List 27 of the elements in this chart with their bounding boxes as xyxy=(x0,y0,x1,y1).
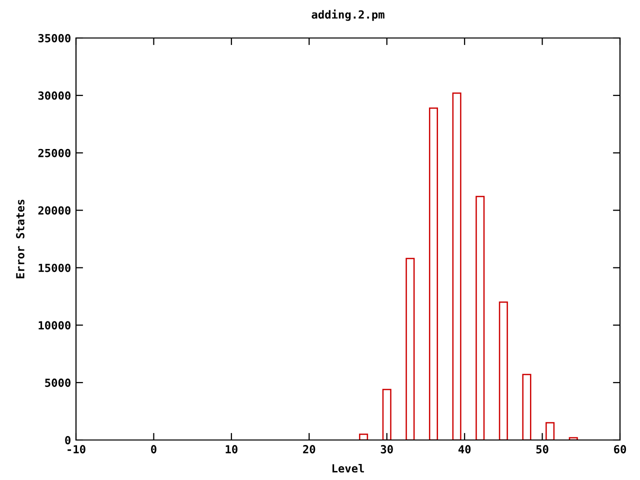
y-tick-label: 5000 xyxy=(45,378,70,387)
y-tick-label: 35000 xyxy=(38,34,70,42)
bar xyxy=(498,302,508,440)
x-tick-label: 20 xyxy=(303,445,316,454)
bar xyxy=(382,388,392,440)
bar xyxy=(428,107,438,440)
bar xyxy=(476,196,485,440)
x-axis-title: Level xyxy=(332,464,364,473)
y-tick-label: 0 xyxy=(65,436,70,444)
bar xyxy=(406,258,415,440)
bar xyxy=(546,422,555,440)
y-axis-title: Error States xyxy=(16,200,24,278)
x-tick-label: 50 xyxy=(536,445,548,454)
y-tick-label: 30000 xyxy=(38,91,70,100)
y-tick-label: 10000 xyxy=(38,321,70,330)
x-tick-label: 30 xyxy=(380,445,393,454)
y-tick-label: 25000 xyxy=(38,148,70,158)
x-tick-label: -10 xyxy=(68,445,86,454)
bar xyxy=(522,374,532,440)
bar xyxy=(452,92,462,440)
x-tick-label: 40 xyxy=(458,445,471,454)
y-tick-label: 20000 xyxy=(38,206,70,215)
y-tick-label: 15000 xyxy=(38,264,70,272)
x-tick-label: 10 xyxy=(226,445,238,454)
x-tick-label: 60 xyxy=(614,445,626,454)
chart-title: adding.2.pm xyxy=(312,10,384,21)
x-tick-label: 0 xyxy=(151,445,156,454)
